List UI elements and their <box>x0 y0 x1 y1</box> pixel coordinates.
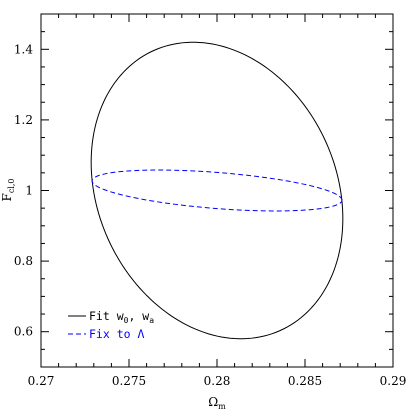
tick-marks <box>40 13 394 368</box>
contour-fix-to-lambda <box>91 169 343 212</box>
x-tick-label: 0.285 <box>288 374 322 388</box>
legend-label-fix: Fix to Λ <box>89 327 144 341</box>
tick-labels: 0.27 0.275 0.28 0.285 0.29 0.6 0.8 1 1.2 1.4 <box>14 42 406 388</box>
x-tick-label: 0.28 <box>204 374 231 388</box>
x-tick-label: 0.27 <box>28 374 55 388</box>
contour-fit-w0-wa <box>90 41 344 340</box>
y-tick-label: 0.8 <box>14 254 33 268</box>
x-tick-label: 0.275 <box>112 374 146 388</box>
y-tick-label: 1.4 <box>14 42 33 56</box>
y-tick-label: 1 <box>25 184 33 198</box>
contours <box>90 41 344 340</box>
y-tick-label: 0.6 <box>14 325 33 339</box>
x-axis-label: Ωm <box>208 395 226 411</box>
x-tick-label: 0.29 <box>380 374 407 388</box>
y-axis-label: Fcl,0 <box>0 179 16 202</box>
legend: Fit w0, wa Fix to Λ <box>68 309 154 341</box>
y-tick-label: 1.2 <box>14 113 33 127</box>
legend-label-fit: Fit w0, wa <box>89 309 154 325</box>
